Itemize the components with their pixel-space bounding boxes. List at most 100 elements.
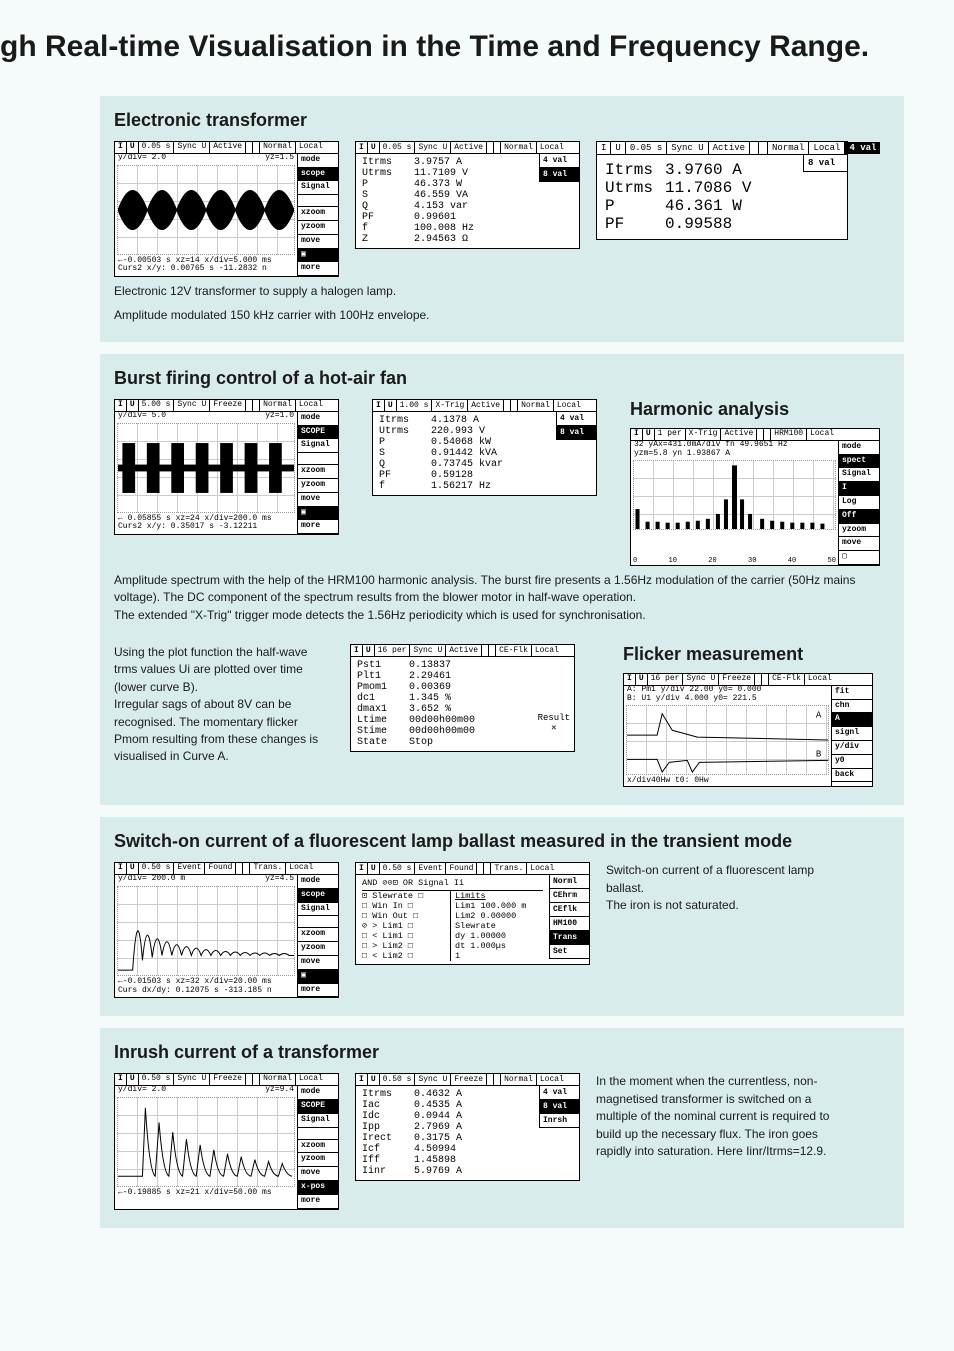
- side-button[interactable]: fit: [832, 686, 872, 700]
- side-button[interactable]: mode: [298, 154, 338, 168]
- side-button[interactable]: move: [298, 235, 338, 249]
- side-button[interactable]: more: [298, 1195, 338, 1209]
- side-button[interactable]: spect: [839, 455, 879, 469]
- caption-burst: Amplitude spectrum with the help of the …: [114, 572, 880, 624]
- side-button[interactable]: xzoom: [298, 928, 338, 942]
- top-cell: CE-Flk: [769, 674, 805, 685]
- side-button[interactable]: ▢: [839, 551, 879, 565]
- top-cell: [482, 645, 489, 656]
- side-button[interactable]: scope: [298, 168, 338, 182]
- side-button[interactable]: HM100: [549, 917, 589, 931]
- side-button[interactable]: SCOPE: [298, 426, 338, 440]
- top-cell: Sync U: [683, 674, 719, 685]
- side-button[interactable]: 8 val: [556, 426, 596, 440]
- side-button[interactable]: mode: [298, 412, 338, 426]
- side-button[interactable]: chn: [832, 700, 872, 714]
- side-button[interactable]: Set: [549, 945, 589, 959]
- data-row: Itrms0.4632 A: [362, 1089, 533, 1100]
- scope-so-yz: yz=4.5: [265, 875, 294, 884]
- data-value: 46.559 VA: [414, 190, 533, 201]
- side-button[interactable]: Signal: [298, 181, 338, 195]
- side-button[interactable]: move: [298, 493, 338, 507]
- data-label: Iff: [362, 1155, 414, 1166]
- top-cell: [504, 400, 511, 411]
- side-button[interactable]: more: [298, 984, 338, 998]
- side-button[interactable]: [298, 1128, 338, 1140]
- side-button[interactable]: more: [298, 262, 338, 276]
- data-label: State: [357, 737, 409, 748]
- side-button[interactable]: Off: [839, 510, 879, 524]
- side-button[interactable]: Signal: [298, 903, 338, 917]
- side-button[interactable]: y/div: [832, 741, 872, 755]
- data-row: Q0.73745 kvar: [379, 459, 550, 470]
- side-button[interactable]: yzoom: [298, 479, 338, 493]
- side-button[interactable]: Inrsh: [539, 1114, 579, 1128]
- side-button[interactable]: move: [298, 1167, 338, 1181]
- side-button[interactable]: mode: [298, 875, 338, 889]
- side-button[interactable]: xzoom: [298, 1140, 338, 1154]
- side-button[interactable]: y0: [832, 755, 872, 769]
- top-cell: Local: [296, 400, 326, 411]
- side-button[interactable]: move: [839, 537, 879, 551]
- data-row: Irect0.3175 A: [362, 1133, 533, 1144]
- side-button[interactable]: x-pos: [298, 1181, 338, 1195]
- side-button[interactable]: [298, 916, 338, 928]
- side-button[interactable]: yzoom: [839, 524, 879, 538]
- top-cell: U: [643, 429, 655, 440]
- side-button[interactable]: 4 val: [539, 1086, 579, 1100]
- top-cell: I: [631, 429, 643, 440]
- side-button[interactable]: signl: [832, 727, 872, 741]
- side-button[interactable]: ▣: [298, 970, 338, 984]
- data-row: Utrms11.7109 V: [362, 168, 533, 179]
- side-button[interactable]: 4 val: [556, 412, 596, 426]
- top-cell: U: [636, 674, 648, 685]
- side-button[interactable]: CEflk: [549, 903, 589, 917]
- side-button[interactable]: [298, 195, 338, 207]
- heading-inrush: Inrush current of a transformer: [114, 1042, 880, 1063]
- side-button[interactable]: scope: [298, 889, 338, 903]
- side-button[interactable]: ▣: [298, 249, 338, 263]
- side-button[interactable]: Log: [839, 496, 879, 510]
- side-button[interactable]: 4 val: [845, 142, 880, 154]
- side-button[interactable]: mode: [298, 1086, 338, 1100]
- data-value: 220.993 V: [431, 426, 550, 437]
- side-button[interactable]: [298, 453, 338, 465]
- top-cell: Freeze: [210, 1074, 246, 1085]
- side-button[interactable]: more: [298, 520, 338, 534]
- data-label: Q: [379, 459, 431, 470]
- side-button[interactable]: yzoom: [298, 221, 338, 235]
- data-value: 0.99601: [414, 212, 533, 223]
- data-value: 0.00369: [409, 682, 568, 693]
- side-button[interactable]: Signal: [298, 439, 338, 453]
- readout-row: PF0.99588: [605, 215, 795, 233]
- data-value: 0.3175 A: [414, 1133, 533, 1144]
- side-button[interactable]: A: [832, 713, 872, 727]
- side-button[interactable]: CEhrm: [549, 889, 589, 903]
- scope-burst-ydiv: y/div= 5.0: [118, 412, 166, 421]
- data-value: 5.9769 A: [414, 1166, 533, 1177]
- side-button[interactable]: mode: [839, 441, 879, 455]
- side-button[interactable]: 8 val: [539, 168, 579, 182]
- data-value: 2.7969 A: [414, 1122, 533, 1133]
- side-button[interactable]: Trans: [549, 931, 589, 945]
- side-button[interactable]: Signal: [839, 468, 879, 482]
- data-label: PF: [362, 212, 414, 223]
- side-button[interactable]: 8 val: [539, 1100, 579, 1114]
- side-button[interactable]: xzoom: [298, 207, 338, 221]
- side-button[interactable]: back: [832, 769, 872, 783]
- side-button[interactable]: 8 val: [803, 155, 847, 172]
- data-et: IU0.05 sSync UActiveNormalLocal Itrms3.9…: [355, 141, 580, 249]
- side-button[interactable]: 4 val: [539, 154, 579, 168]
- side-button[interactable]: SCOPE: [298, 1100, 338, 1114]
- side-button[interactable]: Norml: [549, 875, 589, 889]
- side-button[interactable]: xzoom: [298, 465, 338, 479]
- side-button[interactable]: Signal: [298, 1114, 338, 1128]
- top-cell: Local: [805, 674, 835, 685]
- flicker-b: B: U1 y/div 4.000 y0= 221.5: [624, 695, 831, 704]
- side-button[interactable]: move: [298, 956, 338, 970]
- top-cell: 16 per: [375, 645, 411, 656]
- side-button[interactable]: yzoom: [298, 1153, 338, 1167]
- side-button[interactable]: yzoom: [298, 942, 338, 956]
- side-button[interactable]: I: [839, 482, 879, 496]
- side-button[interactable]: ▣: [298, 507, 338, 521]
